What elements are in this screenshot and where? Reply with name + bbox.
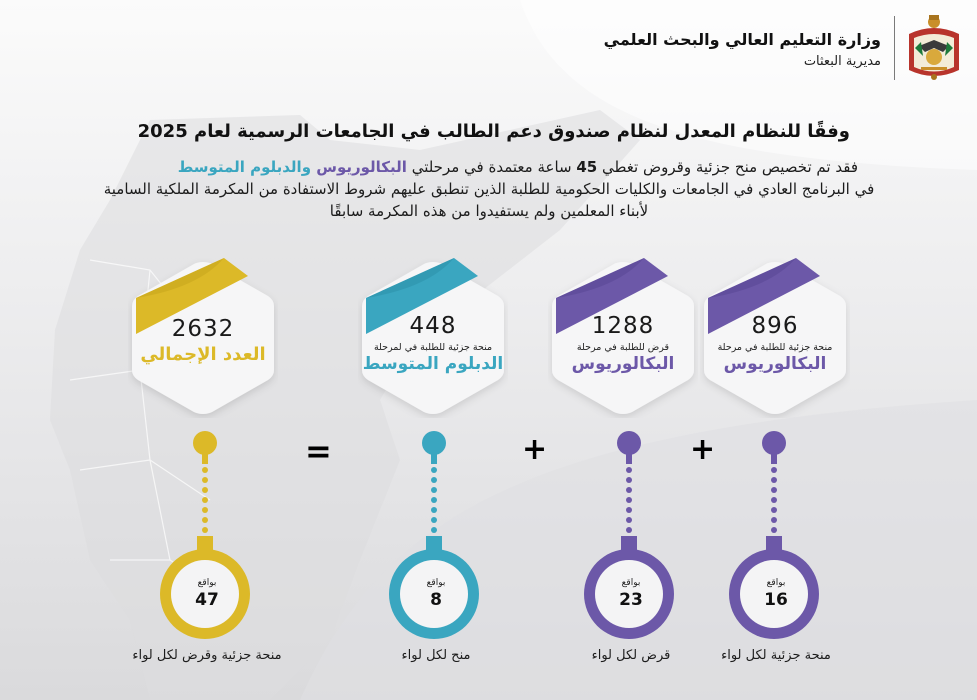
pin-count: 47 [195, 590, 219, 610]
hexagon-shape [362, 258, 504, 414]
equals-operator: = [305, 432, 332, 470]
diploma-highlight: الدبلوم المتوسط [177, 158, 302, 176]
intro-paragraph: فقد تم تخصيص منح جزئية وقروض تغطي 45 ساع… [40, 156, 938, 222]
hexagon-shape [552, 258, 694, 414]
pin-count: 23 [619, 590, 643, 610]
credit-hours: 45 [576, 158, 598, 176]
pin-label: بواقع [426, 578, 446, 588]
pin-caption: منح لكل لواء [401, 648, 471, 663]
pin-label: بواقع [621, 578, 641, 588]
card-description: منحة جزئية للطلبة في مرحلة [717, 342, 833, 353]
card-stage: الدبلوم المتوسط [362, 354, 504, 374]
pin-graphic [584, 431, 674, 639]
bachelor-highlight: البكالوريوس [316, 158, 407, 176]
card-value: 2632 [171, 316, 235, 342]
card-value: 1288 [591, 313, 655, 339]
card-value: 448 [409, 313, 457, 339]
pin-total: بواقع 47 منحة جزئية وقرض لكل لواء [132, 430, 282, 663]
pin-count: 16 [764, 590, 788, 610]
card-bachelor-loans: 1288 قرض للطلبة في مرحلة البكالوريوس [548, 258, 698, 418]
pin-graphic [389, 431, 479, 639]
pin-graphic [160, 431, 250, 639]
intro-line-2: في البرنامج العادي في الجامعات والكليات … [103, 180, 875, 198]
directorate-name: مديرية البعثات [803, 54, 881, 69]
pin-count: 8 [430, 590, 442, 610]
header-divider [894, 16, 895, 80]
pin-label: بواقع [197, 578, 217, 588]
hexagon-shape [704, 258, 846, 414]
plus-operator: + [690, 432, 716, 467]
card-stage: العدد الإجمالي [140, 344, 266, 365]
card-stage: البكالوريوس [723, 354, 827, 374]
card-bachelor-grants: 896 منحة جزئية للطلبة في مرحلة البكالوري… [700, 258, 850, 418]
hexagon-shape [132, 258, 274, 414]
card-diploma-grants: 448 منحة جزئية للطلبة في لمرحلة الدبلوم … [358, 258, 508, 418]
pin-bachelor-loans: بواقع 23 قرض لكل لواء [581, 430, 681, 663]
header: وزارة التعليم العالي والبحث العلمي مديري… [0, 0, 977, 100]
card-stage: البكالوريوس [571, 354, 675, 374]
plus-operator: + [522, 432, 548, 467]
pin-label: بواقع [766, 578, 786, 588]
pin-caption: قرض لكل لواء [591, 648, 671, 663]
pin-bachelor-grants: بواقع 16 منحة جزئية لكل لواء [721, 430, 831, 663]
card-description: منحة جزئية للطلبة في لمرحلة [373, 342, 493, 353]
pin-graphic [729, 431, 819, 639]
intro-line-3: لأبناء المعلمين ولم يستفيدوا من هذه المك… [329, 202, 649, 220]
card-value: 896 [751, 313, 799, 339]
pin-caption: منحة جزئية وقرض لكل لواء [132, 648, 282, 663]
ministry-name: وزارة التعليم العالي والبحث العلمي [603, 30, 881, 49]
card-total: 2632 العدد الإجمالي [128, 258, 278, 418]
intro-line-1: فقد تم تخصيص منح جزئية وقروض تغطي 45 ساع… [177, 158, 858, 176]
jordan-coat-of-arms-icon [909, 15, 959, 80]
page-title: وفقًا للنظام المعدل لنظام صندوق دعم الطا… [137, 121, 850, 142]
pin-caption: منحة جزئية لكل لواء [721, 648, 831, 663]
card-description: قرض للطلبة في مرحلة [576, 342, 670, 353]
pin-diploma-grants: بواقع 8 منح لكل لواء [386, 430, 486, 663]
